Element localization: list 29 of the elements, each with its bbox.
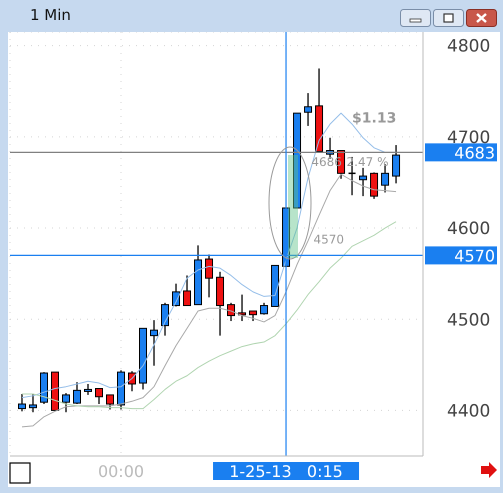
candlestick xyxy=(161,302,170,336)
candlestick xyxy=(150,319,158,366)
chart-title: 1 Min xyxy=(30,6,71,24)
candlestick xyxy=(95,388,103,405)
candlestick xyxy=(18,393,26,412)
candlestick xyxy=(392,144,400,184)
y-tick-label: 4600 xyxy=(447,219,490,240)
ref-line-label: 4570 xyxy=(454,246,495,266)
candlestick xyxy=(106,394,114,410)
x-tick-label: 00:00 xyxy=(98,462,144,481)
y-tick-label: 4800 xyxy=(447,36,490,57)
candlestick xyxy=(84,383,92,396)
y-tick-label: 4500 xyxy=(447,310,490,330)
candlestick xyxy=(62,392,70,413)
candlestick xyxy=(304,92,312,127)
annotation: 4570 xyxy=(314,232,344,247)
candlestick xyxy=(205,254,214,298)
candlestick xyxy=(359,167,368,197)
candlestick xyxy=(183,274,192,306)
annotation: $1.13 xyxy=(352,110,396,126)
candlestick xyxy=(249,310,258,322)
candlestick xyxy=(227,302,236,322)
y-tick-label: 4400 xyxy=(447,401,490,422)
x-tick-label: 1-25-13 0:15 xyxy=(229,462,343,481)
candlestick xyxy=(128,370,136,392)
candlestick xyxy=(370,172,378,200)
line-series xyxy=(21,221,397,410)
candlestick xyxy=(28,393,37,413)
candlestick xyxy=(73,381,81,405)
